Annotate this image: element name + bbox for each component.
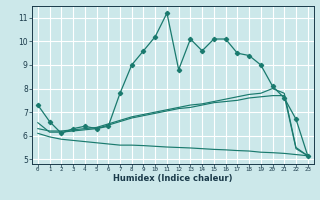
X-axis label: Humidex (Indice chaleur): Humidex (Indice chaleur)	[113, 174, 233, 183]
